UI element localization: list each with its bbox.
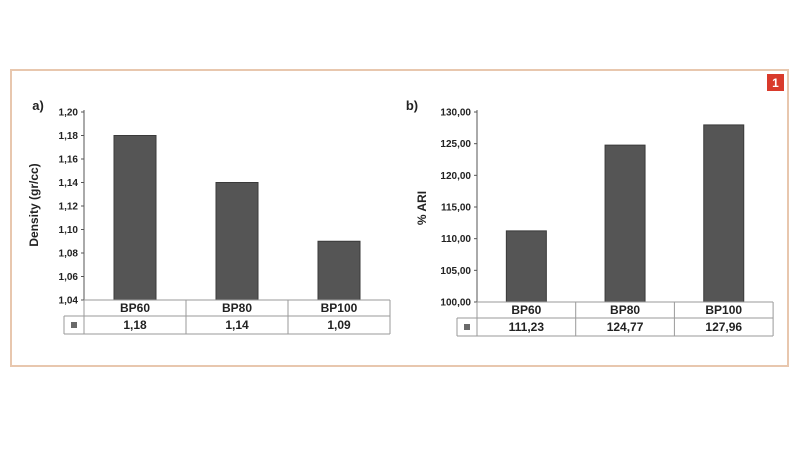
chart-1-y-tick-label: 1,12 [59, 202, 79, 213]
chart-2-y-tick-label: 105,00 [440, 266, 471, 277]
chart-1-bar-bp60 [113, 135, 157, 301]
chart-1-legend-marker [71, 322, 77, 328]
chart-2-y-axis-label: % ARI [415, 191, 429, 225]
chart-1-category-label: BP100 [321, 301, 358, 315]
chart-1-y-tick-label: 1,04 [59, 296, 79, 307]
chart-2-category-label: BP100 [705, 303, 742, 317]
chart-1-y-tick-label: 1,16 [59, 155, 79, 166]
chart-2-y-tick-label: 115,00 [441, 203, 471, 214]
chart-1-y-tick-label: 1,10 [59, 225, 79, 236]
chart-2-category-label: BP80 [610, 303, 640, 317]
chart-1-y-tick-label: 1,20 [59, 108, 79, 119]
chart-1-y-tick-label: 1,08 [59, 249, 79, 260]
chart-2-value-label: 124,77 [607, 320, 644, 334]
chart-2-y-tick-label: 120,00 [440, 171, 471, 182]
chart-2-bar-bp80 [604, 144, 646, 303]
chart-1-category-label: BP60 [120, 301, 150, 315]
chart-2-bar-bp100 [703, 124, 745, 303]
chart-2-legend-marker [464, 324, 470, 330]
chart-1-value-label: 1,18 [123, 318, 147, 332]
chart-1-y-tick-label: 1,18 [59, 131, 79, 142]
chart-1-y-axis-label: Density (gr/cc) [27, 163, 41, 246]
chart-2-y-tick-label: 110,00 [441, 234, 471, 245]
chart-1-y-tick-label: 1,06 [59, 272, 79, 283]
chart-1-y-tick-label: 1,14 [59, 178, 79, 189]
chart-1-value-label: 1,09 [327, 318, 351, 332]
chart-2-y-tick-label: 125,00 [440, 139, 471, 150]
chart-1-value-label: 1,14 [225, 318, 249, 332]
chart-2-y-tick-label: 130,00 [440, 108, 471, 119]
chart-2-bar-bp60 [505, 230, 547, 303]
chart-2-category-label: BP60 [511, 303, 541, 317]
chart-1-category-label: BP80 [222, 301, 252, 315]
chart-2-value-label: 127,96 [705, 320, 742, 334]
chart-1-bar-bp100 [317, 240, 361, 301]
chart-2-panel-label: b) [406, 98, 418, 113]
chart-2-value-label: 111,23 [509, 320, 545, 334]
chart-2-y-tick-label: 100,00 [440, 298, 471, 309]
chart-1-bar-bp80 [215, 182, 259, 301]
chart-1-panel-label: a) [32, 98, 44, 113]
figure-number-badge: 1 [767, 74, 784, 91]
